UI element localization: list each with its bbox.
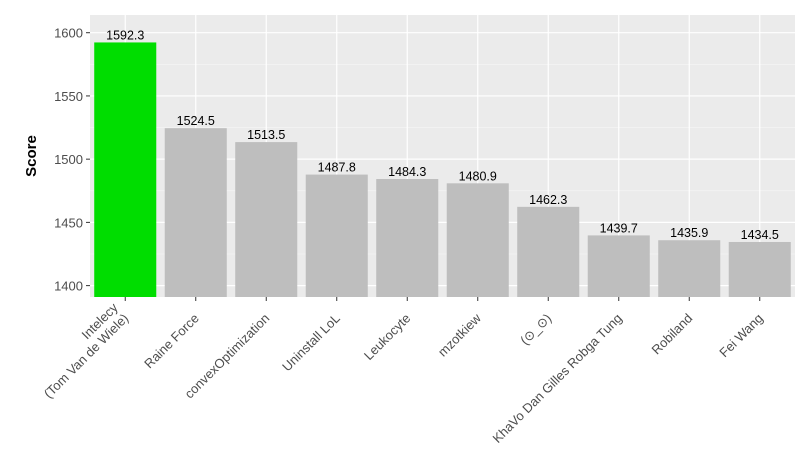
x-tick-label: Raine Force [141,311,202,372]
x-tick-label-line: Uninstall LoL [279,311,343,375]
x-tick-label-line: Leukocyte [361,311,414,364]
x-tick-label: Intelecy(Tom Van de Wiele) [30,300,132,402]
bar [658,240,721,297]
value-label: 1434.5 [741,228,779,242]
bar [376,179,439,297]
x-tick-label: Robiland [648,311,695,358]
y-tick-label: 1500 [54,152,83,167]
value-label: 1524.5 [177,114,215,128]
x-tick-label-line: Robiland [648,311,695,358]
bar [94,42,157,298]
bar [517,206,580,297]
value-label: 1435.9 [670,226,708,240]
bar [235,142,298,297]
x-tick-label-line: Fei Wang [716,311,766,361]
y-tick-label: 1550 [54,89,83,104]
x-tick-label-line: mzotkiew [435,310,484,359]
bar [728,241,791,297]
y-axis-label: Score [23,135,40,177]
x-tick-label-line: Raine Force [141,311,202,372]
y-tick-label: 1400 [54,279,83,294]
x-tick-label: Leukocyte [361,311,414,364]
x-tick-label: Fei Wang [716,311,766,361]
x-tick-label: Uninstall LoL [279,311,343,375]
value-label: 1462.3 [529,193,567,207]
x-tick-label-line: (⊙_⊙) [517,311,554,348]
x-tick-label: mzotkiew [435,310,484,359]
value-label: 1480.9 [459,169,497,183]
x-tick-label-line: KhaVo Dan Gilles Robga Tung [490,311,625,446]
bar [305,174,368,297]
x-tick-label: (⊙_⊙) [517,311,554,348]
value-label: 1439.7 [600,221,638,235]
value-label: 1484.3 [388,165,426,179]
value-label: 1487.8 [318,161,356,175]
y-tick-label: 1450 [54,215,83,230]
value-label: 1513.5 [247,128,285,142]
x-tick-label: KhaVo Dan Gilles Robga Tung [490,311,625,446]
bar [446,183,509,297]
bar [587,235,650,297]
value-label: 1592.3 [106,28,144,42]
bar [164,128,227,297]
y-tick-label: 1600 [54,26,83,41]
